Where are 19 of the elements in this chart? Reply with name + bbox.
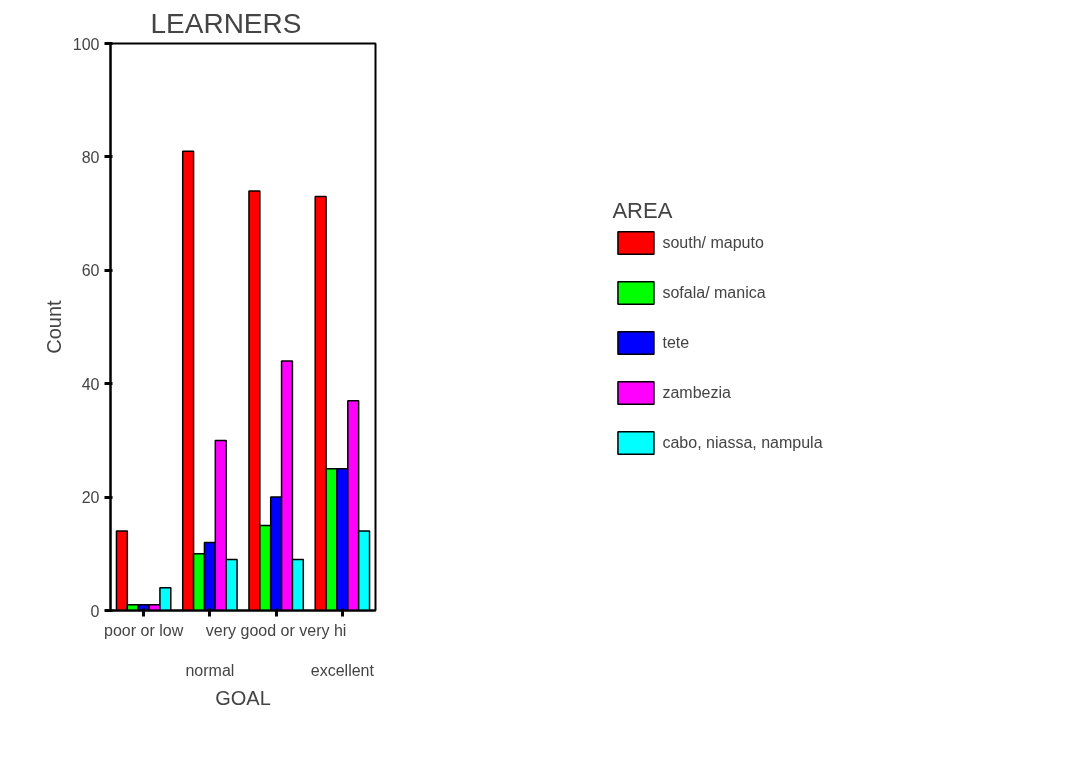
legend-label: sofala/ manica bbox=[662, 282, 766, 302]
y-tick-label: 40 bbox=[81, 375, 100, 393]
legend-label: south/ maputo bbox=[662, 232, 764, 253]
x-tick-label: poor or low bbox=[104, 621, 184, 639]
y-tick-label: 20 bbox=[81, 489, 100, 507]
chart-title: LEARNERS bbox=[150, 7, 302, 39]
legend-label: tete bbox=[662, 332, 690, 352]
y-tick-label: 100 bbox=[72, 35, 100, 53]
legend-label: cabo, niassa, nampula bbox=[662, 432, 823, 453]
x-tick-label: normal bbox=[185, 662, 235, 680]
y-axis-title: Count bbox=[42, 299, 65, 354]
y-tick-label: 0 bbox=[90, 602, 100, 620]
y-tick-label: 80 bbox=[81, 148, 100, 166]
legend-label: zambezia bbox=[662, 382, 731, 402]
x-tick-label: very good or very hi bbox=[205, 621, 347, 639]
x-axis-title: GOAL bbox=[215, 687, 271, 710]
x-tick-label: excellent bbox=[310, 662, 375, 680]
legend-title: AREA bbox=[612, 197, 674, 223]
y-tick-label: 60 bbox=[81, 262, 100, 280]
